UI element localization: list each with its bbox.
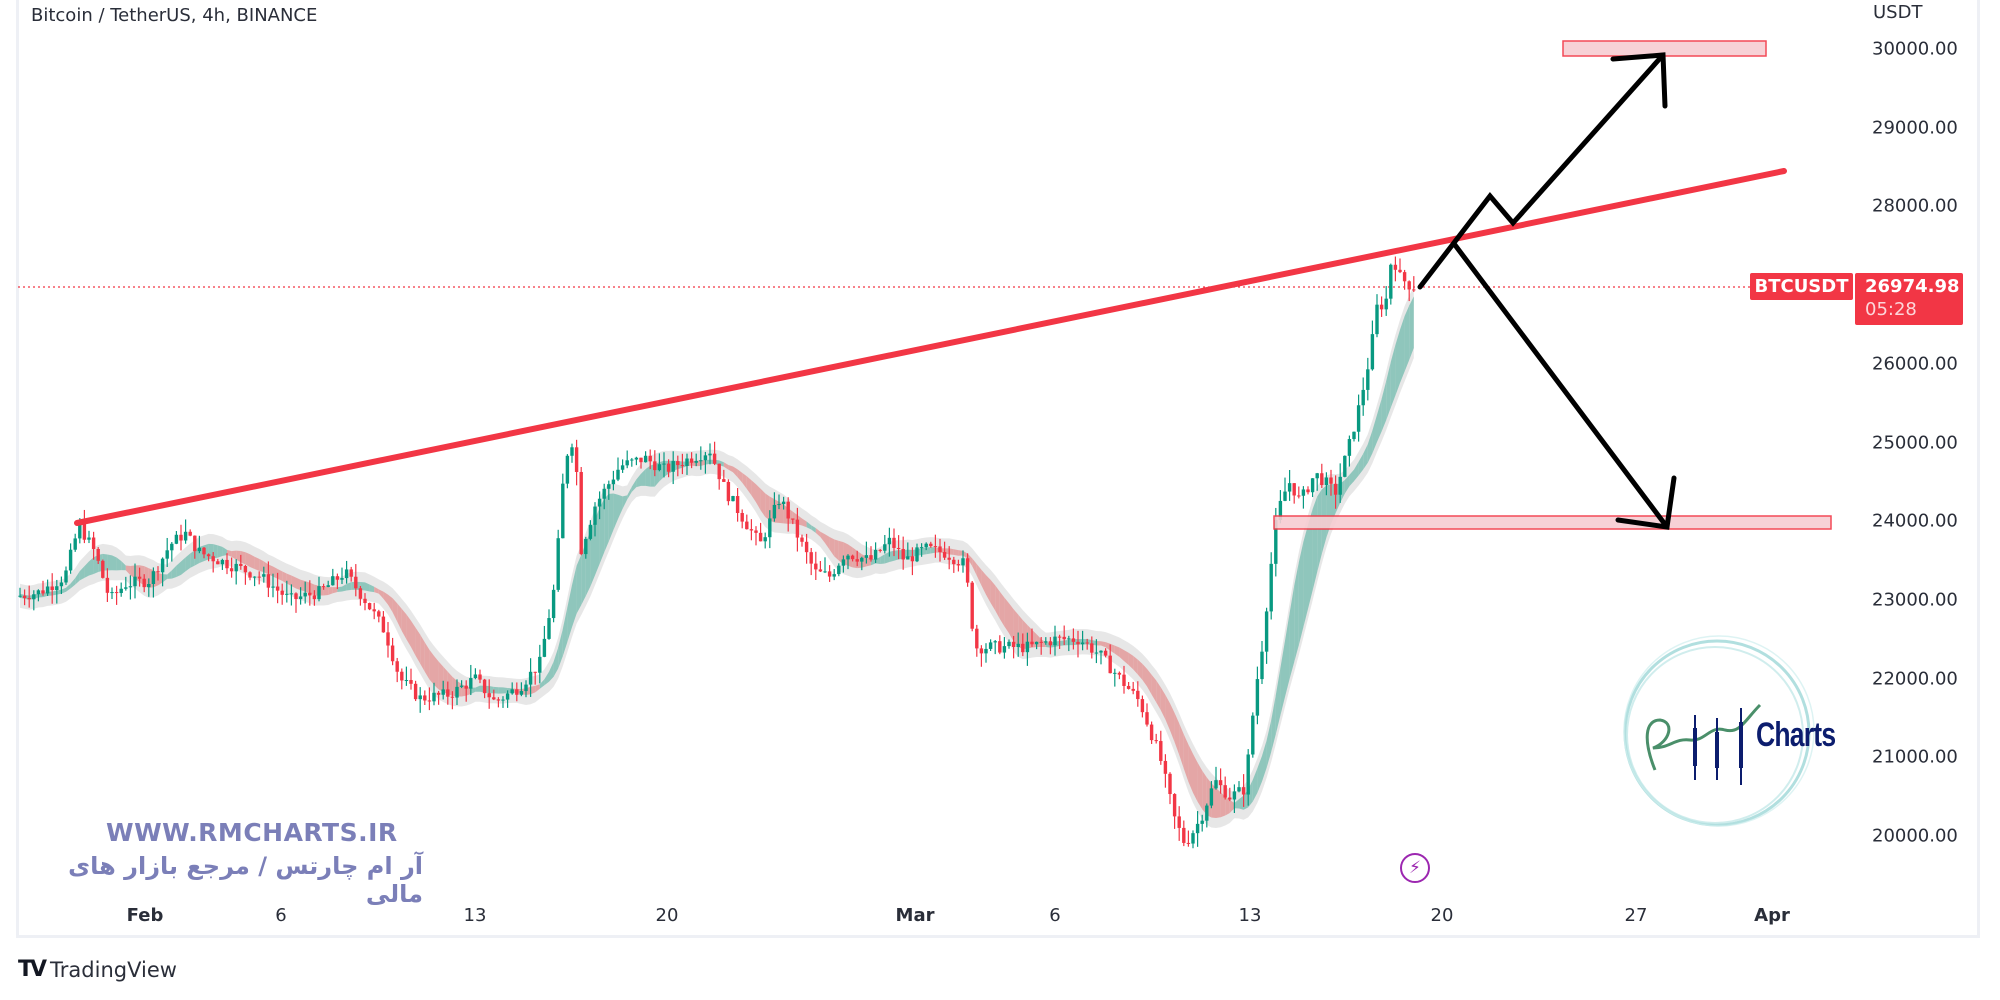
time-tick: 13 [1238, 905, 1262, 926]
price-tick: 24000.00 [1872, 510, 1958, 532]
price-tick: 23000.00 [1872, 589, 1958, 611]
watermark-url: WWW.RMCHARTS.IR [106, 818, 398, 847]
moving-average-band [20, 286, 1414, 829]
bearish-scenario-arrow[interactable] [1452, 242, 1677, 530]
bullish-scenario-arrow[interactable] [1417, 52, 1668, 290]
time-tick: Mar [895, 905, 935, 926]
price-tick: 22000.00 [1872, 668, 1958, 690]
time-tick: Apr [1754, 905, 1790, 926]
time-tick: 27 [1624, 905, 1648, 926]
time-tick: Feb [126, 905, 164, 926]
price-tick: 26000.00 [1872, 353, 1958, 375]
time-tick: 6 [1049, 905, 1061, 926]
tradingview-logo-icon: TV [18, 957, 47, 982]
watermark-tagline: آر ام چارتس / مرجع بازار های مالی [68, 852, 423, 908]
lightning-icon[interactable]: ⚡ [1400, 853, 1430, 883]
last-price-value: 26974.98 [1865, 276, 1960, 297]
tradingview-brand: TradingView [50, 957, 177, 982]
candlesticks [18, 256, 1416, 849]
price-tick: 21000.00 [1872, 746, 1958, 768]
symbol-price-label: BTCUSDT [1750, 273, 1853, 300]
chart-frame [16, 0, 1980, 938]
chart-title: Bitcoin / TetherUS, 4h, BINANCE [31, 5, 318, 26]
price-tick: 20000.00 [1872, 825, 1958, 847]
logo-charts-text: Charts [1756, 716, 1836, 754]
rmcharts-logo-icon [1623, 635, 1815, 827]
price-tick: 28000.00 [1872, 195, 1958, 217]
time-tick: 20 [1430, 905, 1454, 926]
price-axis-unit: USDT [1873, 2, 1923, 23]
price-tick: 30000.00 [1872, 38, 1958, 60]
price-tick: 25000.00 [1872, 432, 1958, 453]
resistance-trendline[interactable] [74, 168, 1787, 526]
bar-countdown: 05:28 [1865, 299, 1917, 320]
time-tick: 20 [655, 905, 679, 926]
price-tick: 29000.00 [1872, 117, 1958, 139]
tradingview-footer[interactable]: TV TradingView [18, 957, 177, 982]
support-24000-zone[interactable] [1273, 515, 1832, 530]
time-tick: 6 [275, 905, 287, 926]
time-tick: 13 [463, 905, 487, 926]
last-price-label: 26974.98 05:28 [1855, 273, 1963, 325]
